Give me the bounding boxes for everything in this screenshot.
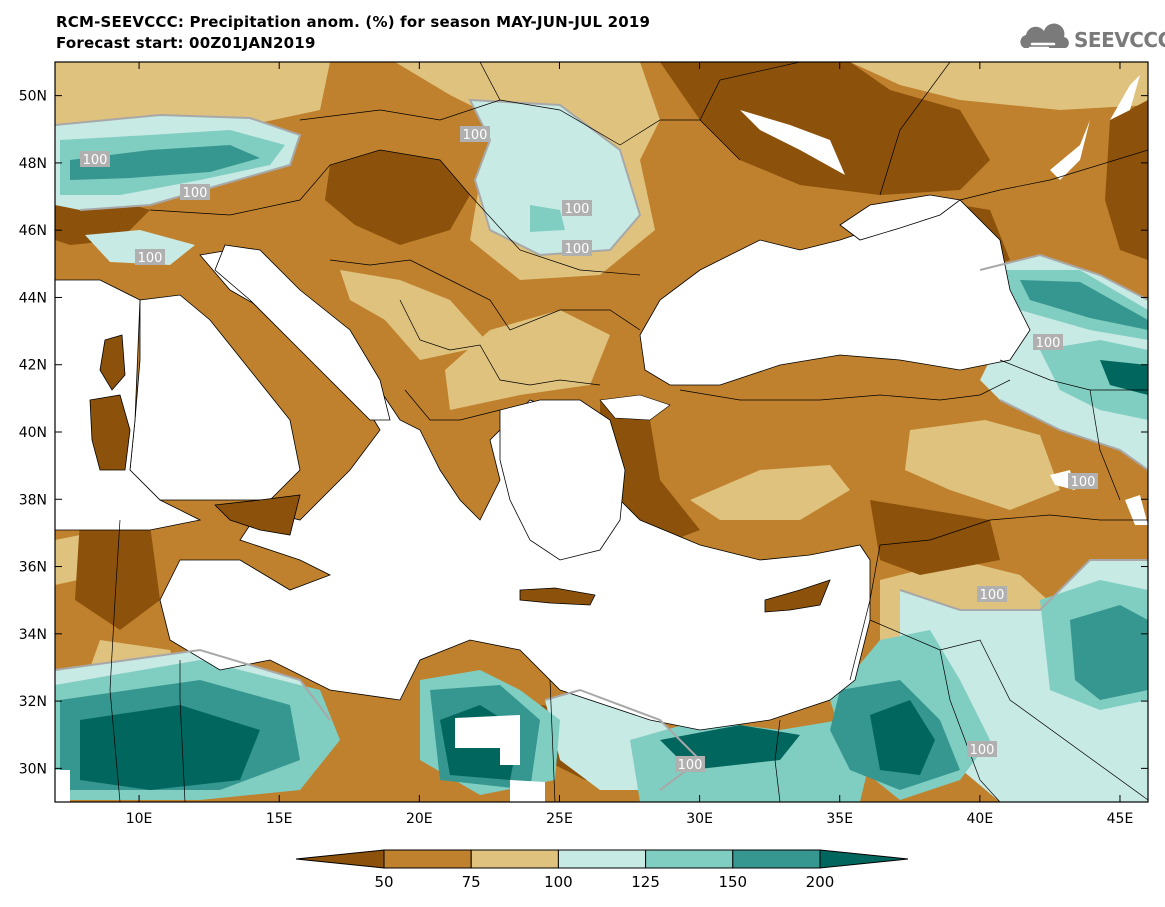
lat-tick-label: 34N (19, 627, 47, 643)
cloud-icon (1020, 23, 1069, 50)
zone-above-200 (80, 705, 260, 790)
lon-tick-label: 40E (967, 811, 994, 827)
zone-75-100 (55, 62, 330, 125)
contour-labels: 100 100 100 100 100 100 100 100 100 100 … (80, 126, 1098, 773)
white-patch (455, 715, 520, 765)
colorbar-swatch (645, 849, 734, 869)
white-patch (1110, 75, 1140, 120)
white-patch (1050, 120, 1090, 180)
contour-label: 100 (83, 153, 108, 168)
zone-150-200 (1070, 605, 1148, 700)
zone-below-50 (325, 150, 470, 245)
colorbar-label: 75 (462, 873, 481, 891)
sicily (214, 494, 301, 536)
zone-150-200 (70, 145, 260, 180)
contour-label: 100 (138, 251, 163, 266)
contour-label: 100 (970, 743, 995, 758)
sardinia (89, 394, 131, 471)
zone-75-100 (55, 535, 80, 585)
contour-label: 100 (565, 242, 590, 257)
white-patch (510, 780, 545, 802)
logo-text: SEEVCCC (1074, 28, 1165, 52)
corsica (99, 334, 126, 391)
contour-label: 100 (1071, 475, 1096, 490)
zone-125-150 (530, 205, 565, 232)
lat-tick-label: 40N (19, 425, 47, 441)
aegean-sea (499, 399, 626, 561)
colorbar: 50 75 100 125 150 200 (295, 849, 909, 891)
lat-tick-label: 46N (19, 223, 47, 239)
colorbar-swatch (557, 849, 647, 869)
lon-tick-label: 15E (266, 811, 293, 827)
lon-tick-label: 25E (546, 811, 573, 827)
zone-below-50 (660, 62, 990, 195)
zone-below-50 (75, 520, 160, 630)
colorbar-label: 200 (806, 873, 835, 891)
lon-tick-label: 10E (126, 811, 153, 827)
lon-tick-label: 20E (406, 811, 433, 827)
lat-tick-label: 42N (19, 358, 47, 374)
contour-label: 100 (183, 186, 208, 201)
lat-tick-label: 48N (19, 156, 47, 172)
lon-tick-label: 35E (826, 811, 853, 827)
zone-below-50 (870, 500, 1000, 575)
contour-label: 100 (678, 758, 703, 773)
zone-75-100 (850, 62, 1148, 110)
sea-of-azov (839, 194, 961, 241)
lat-tick-label: 50N (19, 89, 47, 105)
colorbar-label: 125 (631, 873, 660, 891)
zone-75-100 (445, 310, 610, 410)
lat-tick-label: 32N (19, 694, 47, 710)
contour-label: 100 (980, 588, 1005, 603)
anomaly-field: 100 100 100 100 100 100 100 100 100 100 … (55, 62, 1148, 802)
west-mediterranean (55, 279, 202, 531)
colorbar-swatch-high (819, 849, 909, 869)
lon-tick-label: 30E (686, 811, 713, 827)
forecast-start-label: Forecast start: 00Z01JAN2019 (56, 34, 316, 52)
zone-above-200 (870, 700, 935, 775)
lat-tick-label: 36N (19, 560, 47, 576)
colorbar-swatch (383, 849, 472, 869)
white-patch (1125, 495, 1148, 525)
cyprus (764, 579, 831, 613)
zone-75-100 (905, 420, 1060, 510)
country-borders (109, 62, 1148, 802)
zone-100-125 (470, 100, 640, 255)
adriatic-sea (214, 244, 391, 421)
contour-label: 100 (1036, 336, 1061, 351)
colorbar-swatch (470, 849, 559, 869)
lon-tick-label: 45E (1107, 811, 1134, 827)
lat-tick-label: 30N (19, 761, 47, 777)
zone-above-200 (1100, 360, 1148, 395)
map-title: RCM-SEEVCCC: Precipitation anom. (%) for… (56, 13, 651, 31)
white-patch (740, 110, 845, 175)
colorbar-swatch (732, 849, 821, 869)
contour-label: 100 (565, 202, 590, 217)
axis-ticks: 10E 15E 20E 25E 30E 35E 40E 45E 50N 48N 46N 44N 42N 4… (19, 62, 1148, 827)
colorbar-swatch-low (295, 849, 385, 869)
zone-75-100 (340, 270, 490, 360)
contour-label: 100 (463, 128, 488, 143)
colorbar-label: 100 (544, 873, 573, 891)
black-sea (639, 199, 1031, 386)
colorbar-label: 50 (374, 873, 393, 891)
marmara-sea (599, 394, 671, 421)
colorbar-label: 150 (718, 873, 747, 891)
zone-150-200 (1020, 280, 1148, 330)
lat-tick-label: 44N (19, 290, 47, 306)
lat-tick-label: 38N (19, 492, 47, 508)
zone-100-125 (85, 230, 195, 265)
white-patch (55, 770, 70, 802)
zone-below-50 (1105, 100, 1148, 260)
zone-75-100 (690, 465, 850, 520)
crete (519, 587, 596, 606)
zone-125-150 (1040, 340, 1148, 420)
